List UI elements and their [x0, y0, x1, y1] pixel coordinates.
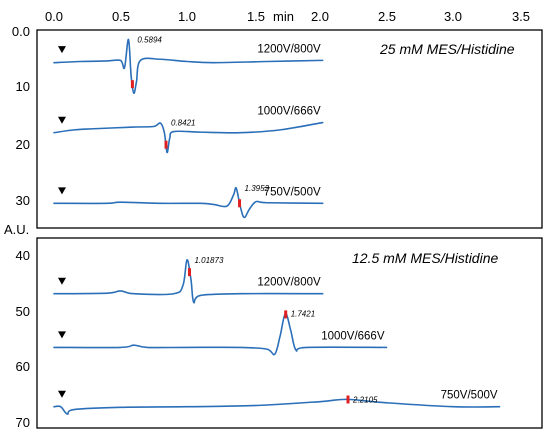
series-1-1: 1.7421 1000V/666V [53, 310, 388, 356]
peak-marker [187, 268, 191, 277]
trace-layer: 0.58941200V/800V0.84211000V/666V1.395275… [53, 35, 501, 415]
series-condition-label: 750V/500V [441, 390, 498, 402]
y-tick-label: 70 [16, 415, 30, 430]
series-line [53, 38, 324, 94]
injection-marker-icon [57, 116, 66, 124]
x-tick-label: 3.0 [444, 9, 462, 24]
y-tick-label: 50 [16, 304, 30, 319]
series-condition-label: 1000V/666V [321, 330, 385, 342]
y-tick-label: 10 [16, 79, 30, 94]
x-tick-label: 2.0 [311, 9, 329, 24]
peak-time-label: 1.3952 [245, 184, 270, 193]
y-tick-label: 40 [16, 248, 30, 263]
top-panel-title: 25 mM MES/Histidine [379, 41, 515, 57]
bottom-panel-title: 12.5 mM MES/Histidine [352, 250, 498, 266]
y-axis-unit: A.U. [4, 222, 29, 237]
top-panel-frame [36, 29, 543, 229]
peak-marker [130, 80, 134, 89]
injection-marker-icon [57, 46, 66, 54]
y-tick-label: 20 [16, 137, 30, 152]
injection-marker-icon [57, 187, 66, 195]
x-tick-label: 1.0 [178, 9, 196, 24]
series-line [53, 398, 501, 415]
series-condition-label: 750V/500V [264, 186, 321, 198]
peak-time-label: 0.5894 [137, 35, 162, 44]
peak-marker [238, 199, 242, 208]
peak-time-label: 1.01873 [194, 256, 223, 265]
injection-marker-icon [57, 331, 66, 339]
series-line [53, 259, 324, 304]
peak-time-label: 2.2105 [352, 395, 378, 404]
y-tick-label: 30 [16, 193, 30, 208]
injection-marker-icon [57, 390, 66, 398]
peak-marker [346, 395, 350, 404]
peak-time-label: 0.8421 [171, 119, 195, 128]
y-axis-ticks: 0.0 10 20 30 A.U. 40 50 60 70 [4, 24, 30, 430]
bottom-panel-frame [36, 237, 543, 429]
peak-marker [284, 310, 288, 319]
x-tick-label: 2.5 [378, 9, 396, 24]
x-axis-unit: min [273, 9, 294, 24]
x-tick-label: 0.5 [112, 9, 130, 24]
peak-marker [164, 140, 168, 149]
peak-time-label: 1.7421 [291, 310, 315, 319]
x-tick-label: 3.5 [512, 9, 530, 24]
injection-marker-icon [57, 277, 66, 285]
x-axis-ticks: 0.0 0.5 1.0 1.5 min 2.0 2.5 3.0 3.5 [45, 9, 530, 24]
series-1-2: 2.2105 750V/500V [53, 390, 501, 415]
y-tick-label: 60 [16, 359, 30, 374]
series-condition-label: 1200V/800V [257, 43, 321, 55]
series-0-0: 0.5894 1200V/800V [53, 35, 324, 94]
y-tick-label: 0.0 [12, 24, 30, 39]
series-line [53, 312, 388, 356]
series-condition-label: 1200V/800V [257, 277, 321, 289]
series-1-0: 1.01873 1200V/800V [53, 256, 324, 304]
series-condition-label: 1000V/666V [257, 106, 321, 118]
series-line [53, 186, 324, 219]
x-tick-label: 1.5 [247, 9, 265, 24]
x-tick-label: 0.0 [45, 9, 63, 24]
series-0-1: 0.8421 1000V/666V [53, 106, 324, 154]
